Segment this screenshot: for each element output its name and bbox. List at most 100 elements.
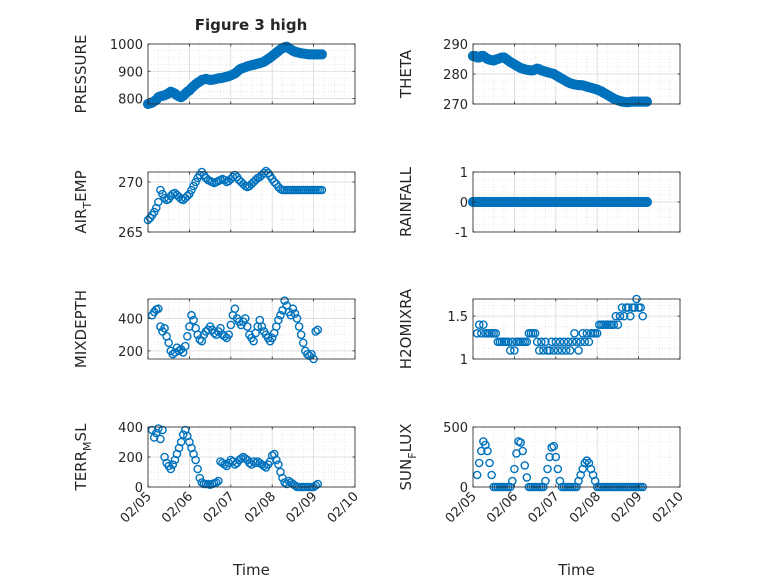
panel-3-data-point bbox=[154, 197, 163, 207]
panel-6-data-point bbox=[555, 337, 565, 347]
panel-3-ytick-label: 270 bbox=[118, 176, 143, 191]
panel-8-data-point bbox=[508, 476, 517, 486]
panel-5-data-point bbox=[220, 331, 229, 341]
panel-8-data-point bbox=[580, 458, 590, 468]
panel-6-data-point bbox=[551, 337, 561, 347]
panel-7-data-point bbox=[249, 457, 258, 466]
panel-5-data-point bbox=[257, 322, 267, 331]
panel-8-data-point bbox=[483, 446, 492, 456]
panel-8-data-point bbox=[510, 464, 519, 474]
panel-5-data-point bbox=[298, 338, 308, 348]
panel-5-data-point bbox=[276, 310, 285, 320]
panel-2-data-point bbox=[641, 96, 652, 107]
panel-5-data-point bbox=[183, 331, 192, 341]
panel-6-data-point bbox=[574, 346, 583, 355]
panel-8-data-point bbox=[474, 458, 484, 468]
panel-3-data-point bbox=[261, 166, 271, 176]
panel-5-data-point bbox=[156, 322, 165, 331]
panel-6-data-point bbox=[592, 328, 602, 338]
panel-7-ytick-label: 400 bbox=[118, 421, 143, 436]
panel-4-ytick-label: 1 bbox=[460, 166, 468, 181]
panel-7-data-point bbox=[149, 433, 159, 442]
panel-7-data-point bbox=[236, 454, 246, 463]
panel-2-ytick-label: 290 bbox=[443, 38, 468, 53]
panel-6-axes-box bbox=[472, 298, 681, 360]
panel-5-data-point bbox=[187, 310, 196, 320]
panel-8-xtick-label: 02/07 bbox=[526, 489, 563, 526]
panel-7-data-point bbox=[272, 455, 281, 465]
panel-7-ytick-label: 0 bbox=[135, 481, 143, 496]
panel-7-xtick-label: 02/09 bbox=[283, 489, 320, 526]
panel-6-data-point bbox=[619, 311, 629, 321]
panel-5-data-point bbox=[154, 304, 163, 314]
panel-6-data-point bbox=[638, 311, 648, 321]
panel-8-data-point bbox=[522, 473, 532, 482]
panel-6-data-point bbox=[565, 346, 575, 355]
panel-8-ylabel: SUNFLUX bbox=[397, 424, 419, 491]
panel-6-data-point bbox=[472, 328, 482, 338]
panel-1-ylabel: PRESSURE bbox=[72, 35, 90, 114]
panel-3-data-point bbox=[269, 177, 279, 187]
panel-7-xtick-label: 02/07 bbox=[201, 489, 238, 526]
panel-5-data-point bbox=[160, 323, 169, 333]
panel-5-data-point bbox=[288, 304, 298, 314]
panel-6-data-point bbox=[615, 311, 625, 321]
panel-5-data-point bbox=[274, 315, 283, 325]
panel-8-data-point bbox=[582, 456, 592, 465]
panel-8-xtick-label: 02/09 bbox=[608, 489, 645, 526]
panel-8-data-point bbox=[485, 458, 494, 468]
panel-5-data-point bbox=[224, 330, 234, 339]
panel-4-ytick-label: -1 bbox=[455, 226, 468, 241]
panel-6-data-point bbox=[623, 303, 633, 312]
panel-2-ytick-label: 280 bbox=[443, 68, 468, 83]
panel-3-axes-box bbox=[147, 171, 356, 233]
panel-4-ytick-label: 0 bbox=[460, 196, 468, 211]
panel-7-data-point bbox=[259, 461, 269, 471]
panel-6-data-point bbox=[563, 337, 573, 347]
panel-6-data-point bbox=[580, 337, 590, 347]
panel-6-data-point bbox=[491, 328, 501, 338]
panel-7-data-point bbox=[197, 478, 207, 487]
panel-3-data-point bbox=[183, 191, 192, 201]
panel-5-data-point bbox=[193, 330, 202, 339]
panel-6-data-point bbox=[549, 346, 559, 355]
panel-8-xlabel: Time bbox=[557, 561, 595, 579]
panel-5-data-point bbox=[195, 335, 205, 344]
panel-1-axes-box bbox=[147, 43, 356, 105]
panel-4-data-point bbox=[641, 196, 652, 208]
panel-6-data-point bbox=[626, 311, 635, 321]
panel-5-data-point bbox=[226, 320, 236, 330]
panel-6-data-point bbox=[557, 346, 567, 355]
panel-5-data-point bbox=[240, 314, 250, 323]
panel-5-ylabel: MIXDEPTH bbox=[72, 290, 90, 368]
panel-3-ytick-label: 265 bbox=[118, 226, 143, 241]
panel-5-data-point bbox=[311, 327, 320, 336]
panel-7-data-point bbox=[166, 464, 176, 474]
panel-6-data-point bbox=[476, 328, 486, 338]
panel-6-data-point bbox=[522, 337, 532, 347]
panel-7-data-point bbox=[251, 458, 260, 468]
panel-2-ytick-label: 270 bbox=[443, 98, 468, 113]
panel-6-ytick-label: 1 bbox=[460, 353, 468, 368]
panel-6-data-point bbox=[611, 311, 621, 321]
panel-7-ylabel: TERRMSL bbox=[72, 423, 94, 492]
panel-5-data-point bbox=[164, 338, 173, 348]
panel-5-data-point bbox=[267, 333, 277, 343]
panel-6-data-point bbox=[539, 346, 548, 355]
panel-7-data-point bbox=[158, 425, 167, 435]
panel-7-xtick-label: 02/06 bbox=[159, 489, 196, 526]
panel-6-data-point bbox=[541, 337, 550, 347]
panel-7-data-point bbox=[178, 430, 188, 439]
panel-5-data-point bbox=[313, 325, 323, 335]
panel-6-data-point bbox=[545, 346, 554, 355]
panel-5-data-point bbox=[307, 349, 316, 359]
panel-6-data-point bbox=[578, 328, 588, 338]
figure-title: Figure 3 high bbox=[195, 16, 308, 34]
panel-1-ytick-label: 800 bbox=[118, 93, 143, 108]
panel-7-data-point bbox=[245, 458, 254, 468]
panel-8-data-point bbox=[472, 470, 482, 480]
panel-6-data-point bbox=[582, 328, 592, 338]
panel-7-xtick-label: 02/08 bbox=[242, 489, 279, 526]
panel-8-data-point bbox=[545, 452, 554, 462]
